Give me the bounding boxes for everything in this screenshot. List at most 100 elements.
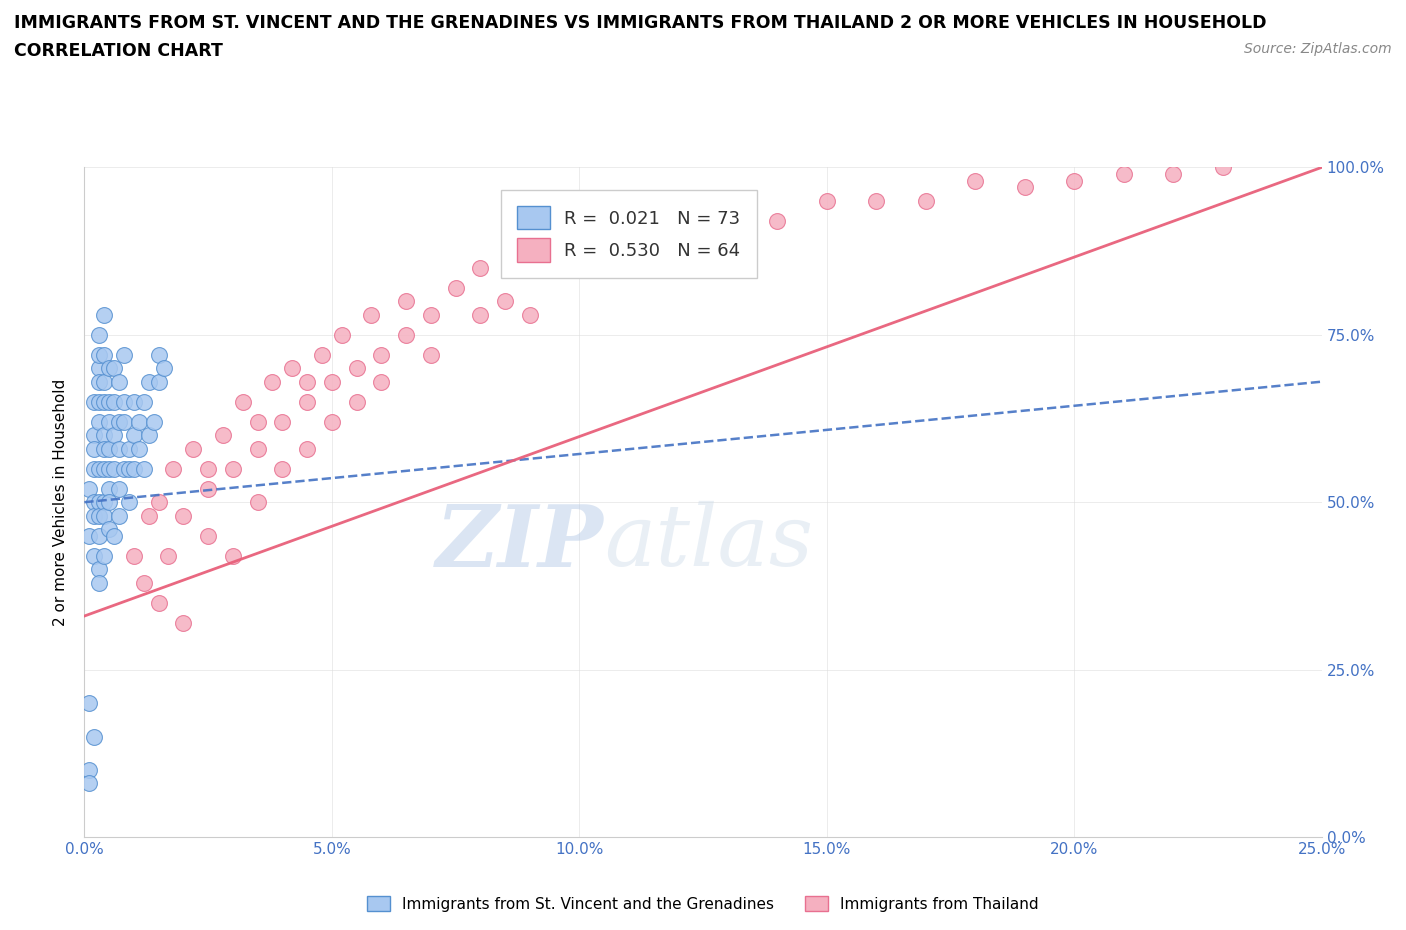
Point <box>103 461 125 476</box>
Point <box>138 428 160 443</box>
Point <box>142 415 165 430</box>
Point <box>593 240 616 255</box>
Point <box>419 307 441 322</box>
Point <box>89 374 111 389</box>
Text: Source: ZipAtlas.com: Source: ZipAtlas.com <box>1244 42 1392 56</box>
Point <box>122 549 145 564</box>
Y-axis label: 2 or more Vehicles in Household: 2 or more Vehicles in Household <box>53 379 69 626</box>
Point <box>395 327 418 342</box>
Point <box>470 307 492 322</box>
Point <box>89 461 111 476</box>
Point <box>330 327 353 342</box>
Point <box>83 441 105 456</box>
Point <box>112 461 135 476</box>
Point <box>181 441 204 456</box>
Point <box>148 595 170 610</box>
Point <box>271 461 294 476</box>
Point <box>370 348 392 363</box>
Point <box>98 495 121 510</box>
Point <box>271 415 294 430</box>
Point <box>108 441 131 456</box>
Point <box>83 508 105 523</box>
Point <box>494 294 516 309</box>
Point <box>93 461 115 476</box>
Point <box>93 495 115 510</box>
Point <box>148 374 170 389</box>
Legend: Immigrants from St. Vincent and the Grenadines, Immigrants from Thailand: Immigrants from St. Vincent and the Gren… <box>361 889 1045 918</box>
Text: ZIP: ZIP <box>436 500 605 584</box>
Point <box>118 495 141 510</box>
Point <box>89 562 111 577</box>
Point <box>103 394 125 409</box>
Point <box>395 294 418 309</box>
Point <box>122 394 145 409</box>
Point <box>470 260 492 275</box>
Point <box>118 441 141 456</box>
Point <box>122 428 145 443</box>
Point <box>79 776 101 790</box>
Point <box>118 461 141 476</box>
Point <box>83 495 105 510</box>
Point <box>98 482 121 497</box>
Point <box>132 394 155 409</box>
Point <box>138 508 160 523</box>
Point <box>112 394 135 409</box>
Point <box>93 549 115 564</box>
Point <box>295 441 318 456</box>
Point <box>83 461 105 476</box>
Point <box>212 428 235 443</box>
Point <box>83 428 105 443</box>
Point <box>346 394 368 409</box>
Point <box>965 173 987 188</box>
Point <box>93 394 115 409</box>
Point <box>132 575 155 590</box>
Point <box>311 348 333 363</box>
Point <box>246 495 269 510</box>
Point <box>1063 173 1085 188</box>
Point <box>262 374 284 389</box>
Point <box>717 227 740 242</box>
Point <box>79 482 101 497</box>
Point <box>643 227 665 242</box>
Point <box>1014 180 1036 195</box>
Point <box>157 549 180 564</box>
Point <box>98 441 121 456</box>
Point <box>108 482 131 497</box>
Point <box>692 214 714 229</box>
Point <box>281 361 304 376</box>
Point <box>1112 166 1135 181</box>
Point <box>93 441 115 456</box>
Point <box>1212 160 1234 175</box>
Point <box>103 361 125 376</box>
Point <box>162 461 184 476</box>
Point <box>132 461 155 476</box>
Point <box>246 441 269 456</box>
Point <box>98 415 121 430</box>
Point <box>617 240 640 255</box>
Point <box>108 415 131 430</box>
Point <box>172 508 194 523</box>
Point <box>543 240 565 255</box>
Point <box>815 193 838 208</box>
Point <box>128 415 150 430</box>
Point <box>89 327 111 342</box>
Legend: R =  0.021   N = 73, R =  0.530   N = 64: R = 0.021 N = 73, R = 0.530 N = 64 <box>501 190 756 278</box>
Point <box>83 549 105 564</box>
Point <box>122 461 145 476</box>
Point <box>138 374 160 389</box>
Text: IMMIGRANTS FROM ST. VINCENT AND THE GRENADINES VS IMMIGRANTS FROM THAILAND 2 OR : IMMIGRANTS FROM ST. VINCENT AND THE GREN… <box>14 14 1267 32</box>
Point <box>93 428 115 443</box>
Point <box>148 348 170 363</box>
Point <box>360 307 382 322</box>
Point <box>89 575 111 590</box>
Point <box>1161 166 1184 181</box>
Point <box>128 441 150 456</box>
Point <box>197 528 219 543</box>
Point <box>89 394 111 409</box>
Point <box>112 348 135 363</box>
Point <box>222 549 245 564</box>
Point <box>222 461 245 476</box>
Point <box>89 508 111 523</box>
Point <box>98 522 121 537</box>
Point <box>103 428 125 443</box>
